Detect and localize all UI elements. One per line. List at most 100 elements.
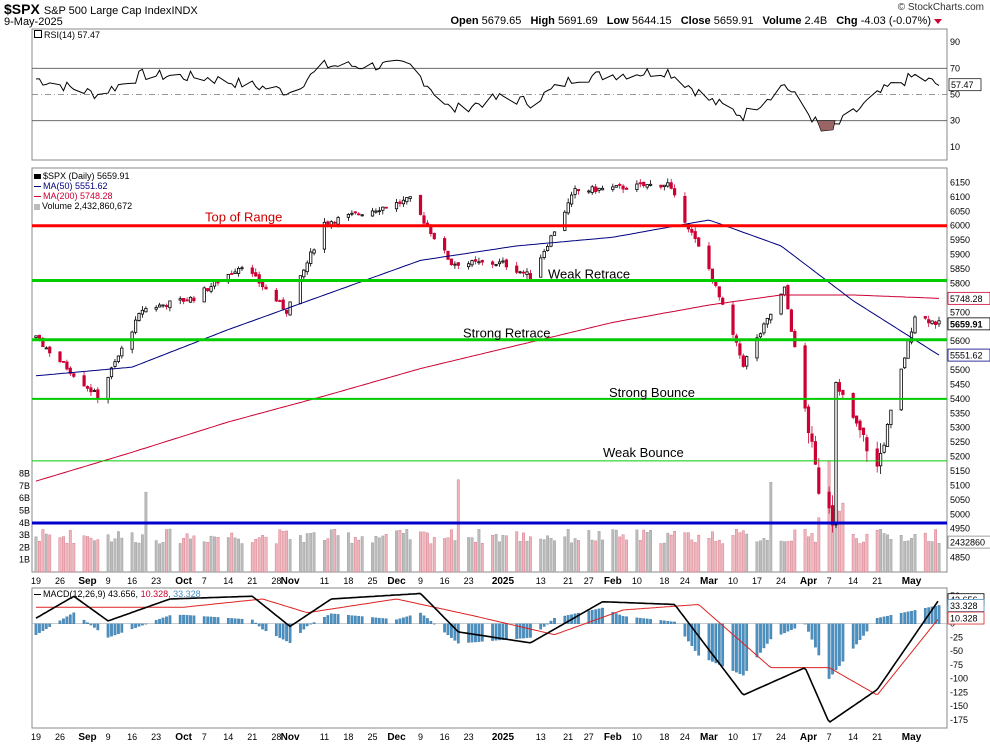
volume-bar bbox=[601, 539, 604, 573]
candle-body bbox=[309, 251, 313, 264]
volume-bar bbox=[875, 529, 879, 573]
macd-histogram-bar bbox=[494, 623, 498, 641]
x-axis-label-price: 23 bbox=[151, 576, 161, 586]
volume-bar bbox=[721, 543, 725, 573]
x-axis-label-macd: 18 bbox=[343, 732, 353, 742]
candle-body bbox=[456, 262, 460, 266]
candle-body bbox=[762, 323, 766, 334]
volume-bar bbox=[192, 535, 196, 573]
macd-histogram-bar bbox=[456, 623, 460, 644]
macd-histogram-bar bbox=[590, 610, 594, 624]
volume-bar bbox=[501, 535, 505, 573]
macd-histogram-bar bbox=[807, 623, 810, 632]
x-axis-label-macd: 26 bbox=[55, 732, 65, 742]
macd-histogram-bar bbox=[666, 621, 670, 624]
x-axis-label-macd: Apr bbox=[800, 732, 817, 743]
ma50-value-box bbox=[947, 348, 990, 362]
candle-body bbox=[278, 300, 282, 303]
ma200-value-box bbox=[947, 291, 990, 305]
volume-bar bbox=[360, 536, 364, 573]
macd-histogram-bar bbox=[141, 623, 144, 626]
macd-histogram-bar bbox=[226, 618, 230, 624]
macd-histogram-bar bbox=[333, 613, 337, 624]
x-axis-label-price: 11 bbox=[320, 576, 329, 586]
macd-histogram-bar bbox=[903, 612, 907, 624]
macd-tick-label: -75 bbox=[950, 660, 963, 670]
macd-histogram-bar bbox=[309, 623, 313, 625]
macd-histogram-bar bbox=[635, 617, 639, 624]
macd-histogram-bar bbox=[711, 623, 714, 662]
macd-histogram-bar bbox=[374, 617, 378, 624]
candle-body bbox=[470, 260, 474, 266]
x-axis-label-price: 24 bbox=[776, 576, 786, 586]
x-axis-label-price: 26 bbox=[55, 576, 65, 586]
x-axis-label-price: 14 bbox=[223, 576, 233, 586]
macd-histogram-bar bbox=[281, 623, 285, 640]
volume-bar bbox=[44, 533, 48, 573]
candle-body bbox=[137, 313, 141, 322]
exchange: INDX bbox=[171, 5, 198, 17]
volume-bar bbox=[189, 538, 192, 573]
macd-histogram-bar bbox=[814, 623, 817, 648]
volume-bar bbox=[113, 538, 117, 573]
candle-body bbox=[882, 444, 886, 453]
x-axis-label-price: 21 bbox=[872, 576, 882, 586]
volume-bar bbox=[793, 529, 797, 573]
macd-histogram-bar bbox=[697, 623, 701, 656]
volume-bar bbox=[140, 534, 144, 573]
macd-histogram-bar bbox=[432, 623, 436, 625]
macd-histogram-bar bbox=[529, 623, 532, 638]
candle-body bbox=[312, 249, 316, 254]
macd-histogram-bar bbox=[755, 623, 759, 658]
macd-histogram-bar bbox=[769, 623, 773, 640]
volume-bar bbox=[858, 543, 862, 573]
candle-body bbox=[525, 271, 529, 275]
price-frame bbox=[31, 167, 948, 573]
volume-bar bbox=[923, 532, 927, 573]
macd-histogram-bar bbox=[254, 622, 258, 624]
candle-body bbox=[37, 334, 42, 339]
volume-bar bbox=[357, 539, 361, 573]
volume-bar bbox=[58, 537, 62, 573]
candle-body bbox=[181, 297, 186, 302]
volume-bar bbox=[683, 532, 687, 573]
candle-body bbox=[649, 183, 653, 186]
macd-histogram-bar bbox=[779, 623, 783, 635]
candle-body bbox=[659, 184, 663, 188]
macd-histogram-bar bbox=[899, 613, 903, 624]
volume-bar bbox=[432, 537, 436, 573]
x-axis-label-macd: 2025 bbox=[492, 732, 515, 743]
macd-histogram-bar bbox=[621, 616, 625, 624]
volume-bar bbox=[810, 533, 814, 573]
candle-body bbox=[120, 347, 124, 357]
x-axis-label-macd: Oct bbox=[175, 732, 192, 743]
volume-bar bbox=[690, 539, 694, 573]
candle-body bbox=[576, 189, 581, 192]
volume-bar bbox=[783, 541, 786, 573]
candle-body bbox=[188, 296, 193, 303]
macd-histogram-bar bbox=[889, 615, 893, 624]
macd-histogram-bar bbox=[312, 622, 316, 624]
volume-bar bbox=[305, 533, 309, 573]
volume-bar bbox=[546, 535, 550, 573]
x-axis-label-macd: 25 bbox=[367, 732, 377, 742]
volume-bar bbox=[371, 542, 374, 573]
volume-bar bbox=[934, 529, 938, 573]
candle-body bbox=[473, 259, 478, 262]
volume-bar bbox=[886, 534, 889, 573]
volume-bar bbox=[841, 502, 845, 573]
volume-bar bbox=[72, 543, 76, 573]
candle-body bbox=[384, 206, 388, 209]
macd-histogram-bar bbox=[381, 618, 385, 624]
macd-histogram-bar bbox=[910, 610, 913, 624]
candle-body bbox=[611, 186, 615, 190]
macd-histogram-bar bbox=[618, 614, 622, 624]
volume-bar bbox=[611, 529, 615, 573]
stockcharts-credit[interactable]: © StockCharts.com bbox=[897, 2, 984, 13]
volume-bar bbox=[649, 530, 653, 573]
candle-body bbox=[769, 313, 773, 321]
volume-bar bbox=[927, 541, 931, 573]
price-panel: 4850490049505000505051005150520052505300… bbox=[19, 167, 990, 573]
macd-histogram-bar bbox=[44, 623, 48, 629]
volume-bar bbox=[930, 541, 934, 573]
